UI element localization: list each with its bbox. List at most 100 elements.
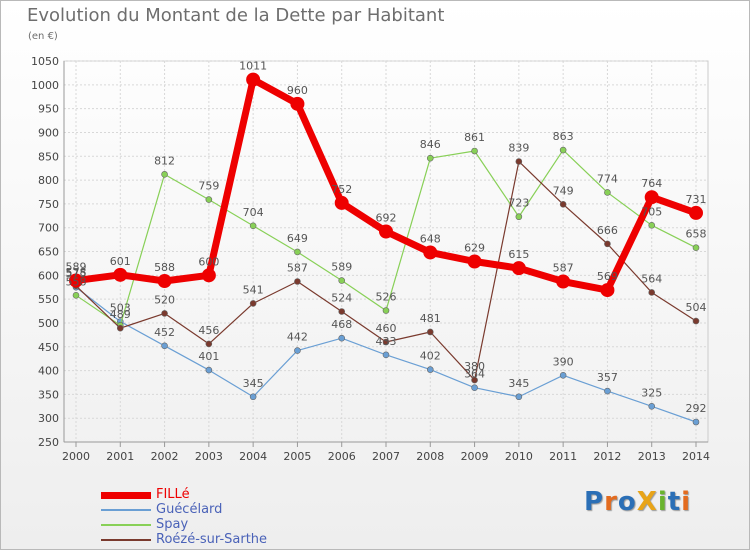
- data-point-guecelard: [161, 342, 168, 350]
- y-tick-label: 650: [38, 246, 59, 259]
- data-label-fille: 629: [464, 242, 485, 255]
- data-label-fille: 764: [641, 177, 662, 190]
- y-tick-label: 1000: [31, 79, 59, 92]
- data-point-spay: [72, 292, 80, 299]
- data-label-roeze-sur-sarthe: 564: [641, 272, 662, 285]
- data-label-fille: 752: [331, 183, 352, 196]
- chart-title: Evolution du Montant de la Dette par Hab…: [27, 5, 445, 26]
- x-tick-label: 2001: [106, 450, 134, 463]
- data-point-guecelard: [515, 393, 523, 401]
- data-label-fille: 692: [376, 211, 397, 224]
- data-point-roeze-sur-sarthe: [515, 158, 523, 165]
- data-label-roeze-sur-sarthe: 481: [420, 312, 441, 325]
- legend-label: Spay: [156, 517, 189, 532]
- data-label-fille: 601: [110, 255, 131, 268]
- legend-swatch: [101, 539, 151, 541]
- data-point-fille: [246, 72, 261, 87]
- data-point-spay: [382, 307, 390, 314]
- data-point-spay: [692, 244, 700, 251]
- legend-swatch: [101, 524, 151, 526]
- data-point-fille: [201, 268, 216, 283]
- data-label-spay: 863: [553, 130, 574, 143]
- data-point-spay: [249, 222, 257, 230]
- data-point-fille: [556, 274, 571, 289]
- legend-item-guecelard: Guécélard: [101, 502, 361, 518]
- data-point-guecelard: [692, 418, 700, 426]
- chart-unit-label: (en €): [28, 31, 58, 42]
- y-tick-label: 250: [38, 436, 59, 449]
- data-point-spay: [161, 171, 168, 178]
- data-label-spay: 723: [508, 197, 529, 210]
- data-label-fille: 960: [287, 84, 308, 97]
- x-tick-label: 2005: [283, 450, 311, 463]
- data-label-guecelard: 390: [553, 355, 574, 368]
- legend-swatch: [101, 509, 151, 511]
- data-point-roeze-sur-sarthe: [249, 300, 257, 307]
- data-point-guecelard: [648, 402, 656, 410]
- data-label-fille: 648: [420, 232, 441, 245]
- data-label-roeze-sur-sarthe: 520: [154, 293, 175, 306]
- x-tick-label: 2006: [328, 450, 356, 463]
- data-label-guecelard: 345: [508, 377, 529, 390]
- data-label-roeze-sur-sarthe: 749: [553, 184, 574, 197]
- data-label-spay: 812: [154, 154, 175, 167]
- data-point-guecelard: [382, 351, 390, 359]
- data-point-roeze-sur-sarthe: [604, 240, 611, 248]
- data-label-guecelard: 345: [243, 377, 264, 390]
- y-tick-label: 350: [38, 388, 59, 401]
- data-point-fille: [379, 224, 393, 239]
- data-label-guecelard: 401: [198, 350, 219, 363]
- x-tick-label: 2013: [638, 450, 666, 463]
- x-tick-label: 2007: [372, 450, 400, 463]
- legend-item-roeze-sur-sarthe: Roézé-sur-Sarthe: [101, 532, 361, 548]
- data-label-spay: 658: [686, 228, 707, 241]
- data-point-fille: [689, 205, 703, 220]
- data-point-guecelard: [426, 366, 434, 373]
- data-label-spay: 861: [464, 131, 485, 144]
- data-label-fille: 589: [66, 261, 87, 274]
- data-label-roeze-sur-sarthe: 587: [287, 262, 308, 275]
- data-label-guecelard: 468: [331, 318, 352, 331]
- data-label-spay: 649: [287, 232, 308, 245]
- data-point-roeze-sur-sarthe: [294, 278, 301, 285]
- legend-swatch: [101, 491, 151, 499]
- legend-label: FILLé: [156, 487, 190, 502]
- y-tick-label: 950: [38, 103, 59, 116]
- data-label-roeze-sur-sarthe: 504: [686, 301, 707, 314]
- x-tick-label: 2009: [461, 450, 489, 463]
- data-point-guecelard: [471, 384, 478, 392]
- y-tick-label: 300: [38, 412, 59, 425]
- data-point-fille: [113, 267, 128, 282]
- data-point-spay: [205, 196, 213, 203]
- data-point-fille: [157, 274, 172, 289]
- data-point-roeze-sur-sarthe: [205, 340, 213, 348]
- data-point-fille: [511, 261, 526, 276]
- data-label-guecelard: 292: [686, 402, 707, 415]
- y-tick-label: 750: [38, 198, 59, 211]
- chart-axes: 250 300 350 400 450 500 550 600 650 700 750 800 850 9…: [31, 55, 710, 463]
- data-point-roeze-sur-sarthe: [426, 328, 434, 336]
- legend-label: Roézé-sur-Sarthe: [156, 532, 268, 547]
- data-point-guecelard: [559, 372, 567, 379]
- data-label-spay: 526: [376, 291, 397, 304]
- logo-letter: i: [657, 487, 668, 517]
- data-label-roeze-sur-sarthe: 541: [243, 283, 264, 296]
- legend-label: Guécélard: [156, 502, 223, 517]
- data-point-guecelard: [205, 366, 213, 374]
- data-point-roeze-sur-sarthe: [559, 201, 567, 208]
- data-point-guecelard: [338, 334, 346, 342]
- data-label-guecelard: 575: [66, 267, 87, 280]
- logo-letter: i: [681, 487, 692, 517]
- data-label-fille: 1011: [239, 60, 267, 73]
- data-point-roeze-sur-sarthe: [471, 376, 478, 384]
- y-tick-label: 1050: [31, 55, 59, 68]
- data-label-fille: 588: [154, 261, 175, 274]
- proxiti-logo: ProXiti: [584, 487, 691, 517]
- y-tick-label: 900: [38, 126, 59, 139]
- series-layer: [69, 72, 703, 426]
- data-label-roeze-sur-sarthe: 666: [597, 224, 618, 237]
- legend-item-spay: Spay: [101, 517, 361, 533]
- x-tick-label: 2004: [239, 450, 267, 463]
